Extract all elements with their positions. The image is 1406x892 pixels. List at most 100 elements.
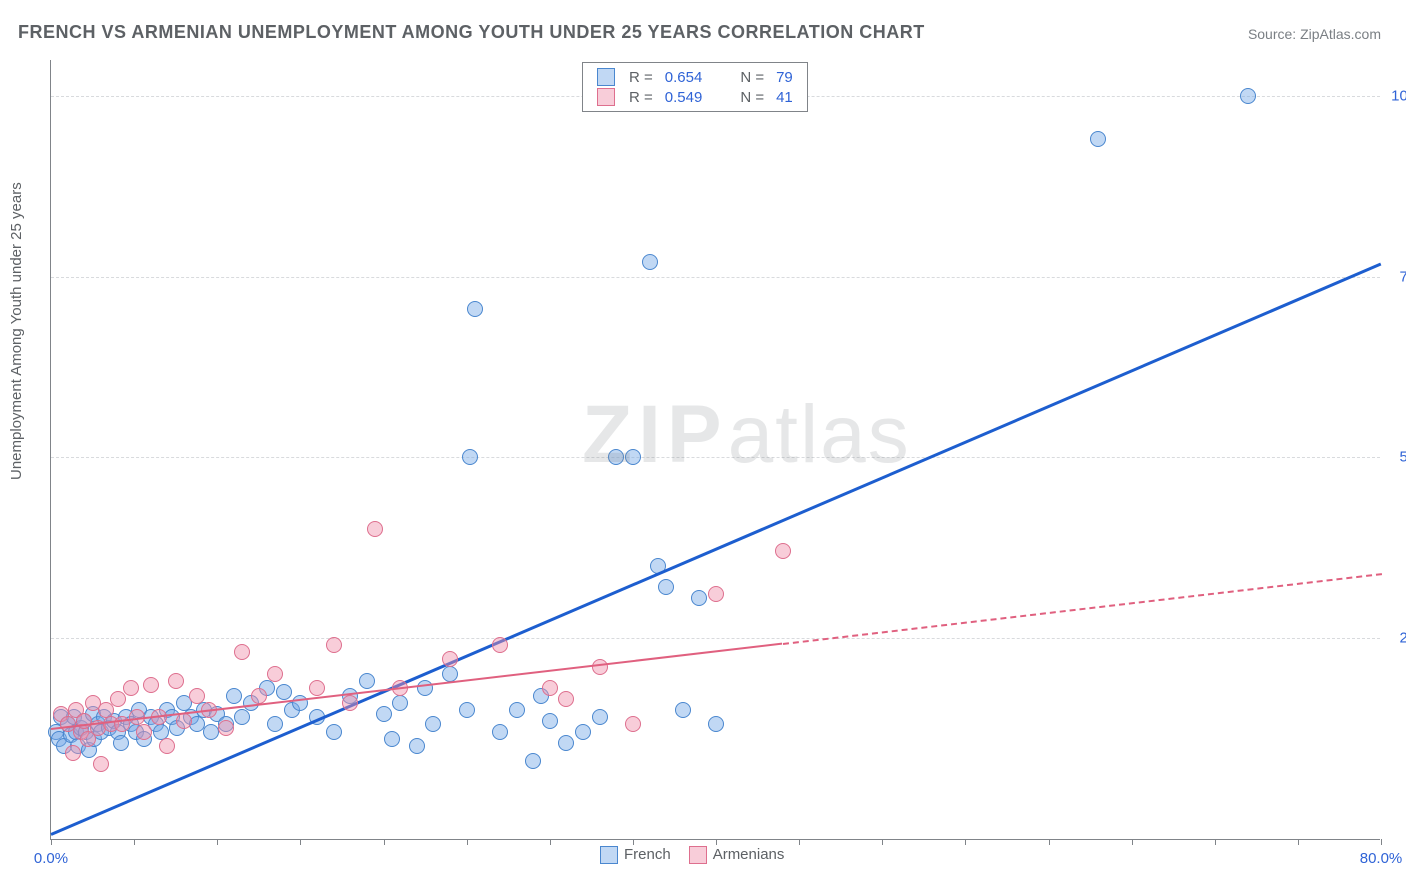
y-tick-label: 25.0% [1399,629,1406,646]
legend-swatch-french [597,68,615,86]
x-tick [1298,839,1299,845]
data-point-armenians [251,688,267,704]
data-point-armenians [176,713,192,729]
n-value: 79 [770,67,799,87]
gridline [51,277,1380,278]
r-value: 0.549 [659,87,709,107]
data-point-armenians [625,716,641,732]
data-point-armenians [168,673,184,689]
data-point-armenians [326,637,342,653]
data-point-armenians [65,745,81,761]
y-axis-label: Unemployment Among Youth under 25 years [8,182,25,480]
data-point-armenians [342,695,358,711]
x-tick [965,839,966,845]
data-point-french [1090,131,1106,147]
correlation-row: R =0.549N =41 [591,87,799,107]
data-point-french [675,702,691,718]
x-tick [217,839,218,845]
n-value: 41 [770,87,799,107]
legend-swatch-armenians [689,846,707,864]
x-tick [633,839,634,845]
data-point-armenians [159,738,175,754]
legend-label-french: French [624,846,671,863]
data-point-french [425,716,441,732]
x-tick [716,839,717,845]
data-point-french [525,753,541,769]
data-point-french [558,735,574,751]
x-tick [1215,839,1216,845]
data-point-french [409,738,425,754]
data-point-armenians [123,680,139,696]
data-point-armenians [93,756,109,772]
x-tick [1132,839,1133,845]
y-tick-label: 50.0% [1399,449,1406,466]
data-point-armenians [442,651,458,667]
legend-label-armenians: Armenians [713,846,785,863]
data-point-french [625,449,641,465]
data-point-french [642,254,658,270]
data-point-armenians [234,644,250,660]
trend-line-armenians [51,643,783,730]
data-point-french [542,713,558,729]
data-point-armenians [110,691,126,707]
x-tick [300,839,301,845]
data-point-french [691,590,707,606]
r-value: 0.654 [659,67,709,87]
x-tick [1049,839,1050,845]
data-point-armenians [309,680,325,696]
data-point-armenians [267,666,283,682]
data-point-french [113,735,129,751]
x-tick [882,839,883,845]
r-label: R = [623,67,659,87]
x-tick [384,839,385,845]
x-tick-label: 80.0% [1360,850,1403,867]
data-point-french [658,579,674,595]
data-point-armenians [143,677,159,693]
data-point-french [392,695,408,711]
data-point-armenians [218,720,234,736]
data-point-armenians [189,688,205,704]
y-tick-label: 75.0% [1399,268,1406,285]
data-point-french [575,724,591,740]
data-point-french [384,731,400,747]
data-point-french [708,716,724,732]
x-tick [1381,839,1382,845]
data-point-french [267,716,283,732]
source-prefix: Source: [1248,26,1300,42]
data-point-french [376,706,392,722]
trend-line-french [50,262,1381,835]
data-point-armenians [775,543,791,559]
data-point-french [226,688,242,704]
x-tick [51,839,52,845]
data-point-french [608,449,624,465]
gridline [51,638,1380,639]
data-point-french [359,673,375,689]
data-point-french [492,724,508,740]
data-point-armenians [592,659,608,675]
x-tick-label: 0.0% [34,850,68,867]
data-point-french [462,449,478,465]
trend-line-armenians-extrapolated [782,573,1381,645]
correlation-table: R =0.654N =79R =0.549N =41 [591,67,799,107]
y-tick-label: 100.0% [1391,88,1406,105]
data-point-french [234,709,250,725]
data-point-french [442,666,458,682]
correlation-legend: R =0.654N =79R =0.549N =41 [582,62,808,112]
gridline [51,457,1380,458]
data-point-armenians [136,724,152,740]
chart-title: FRENCH VS ARMENIAN UNEMPLOYMENT AMONG YO… [18,22,925,43]
data-point-armenians [708,586,724,602]
source-attribution: Source: ZipAtlas.com [1248,26,1381,42]
data-point-armenians [558,691,574,707]
data-point-french [1240,88,1256,104]
plot-area: 25.0%50.0%75.0%100.0%0.0%80.0% [50,60,1380,840]
data-point-french [203,724,219,740]
data-point-french [509,702,525,718]
correlation-row: R =0.654N =79 [591,67,799,87]
data-point-french [592,709,608,725]
data-point-armenians [542,680,558,696]
r-label: R = [623,87,659,107]
legend-swatch-armenians [597,88,615,106]
source-link[interactable]: ZipAtlas.com [1300,26,1381,42]
data-point-armenians [367,521,383,537]
